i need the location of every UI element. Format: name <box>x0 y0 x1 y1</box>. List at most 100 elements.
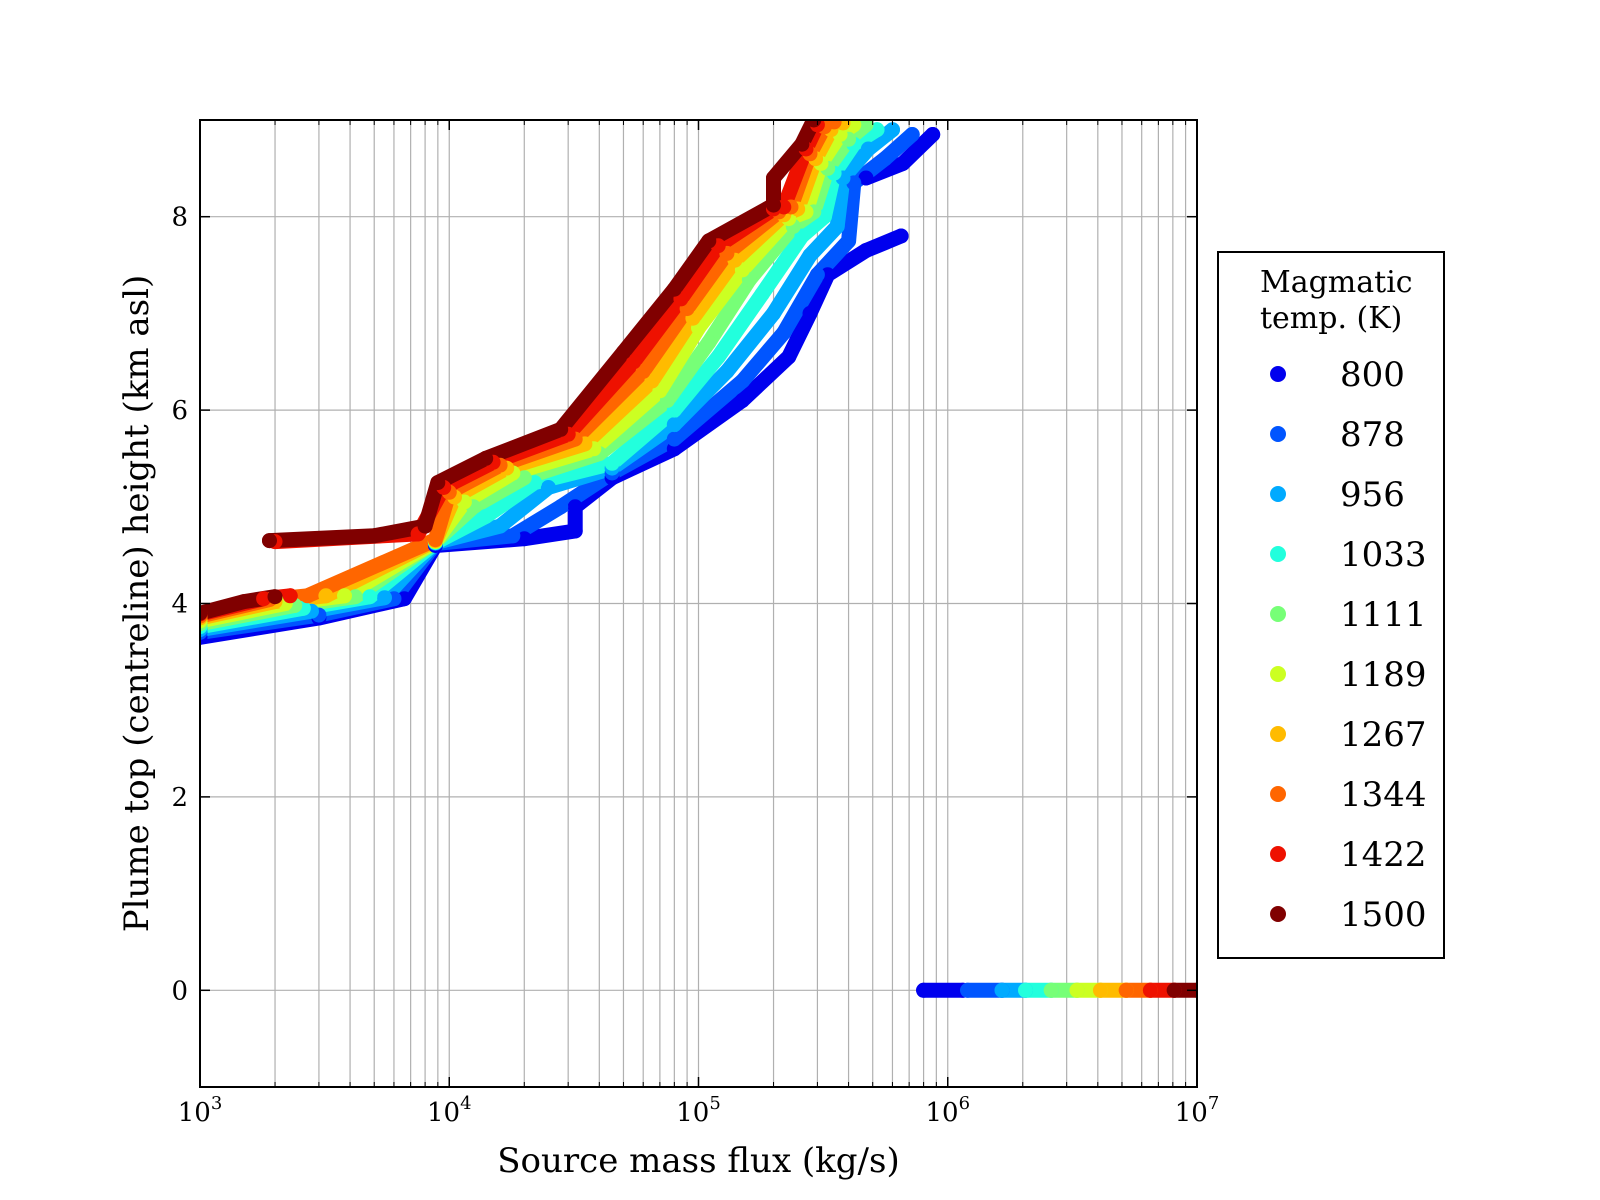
data-point-878 <box>809 267 825 283</box>
data-point-1500 <box>553 421 569 437</box>
data-point-1033 <box>794 228 810 244</box>
data-point-1500 <box>236 594 252 610</box>
series-points <box>200 120 1197 998</box>
data-point-800 <box>858 243 874 258</box>
legend-label-1267: 1267 <box>1340 715 1427 755</box>
data-point-1500 <box>200 605 208 621</box>
legend-marker-1111 <box>1270 606 1286 622</box>
data-point-800 <box>820 267 836 283</box>
legend-marker-1344 <box>1270 786 1286 802</box>
legend-marker-800 <box>1270 366 1286 382</box>
data-point-800 <box>895 156 911 171</box>
data-point-1111 <box>347 589 363 605</box>
data-point-956 <box>540 480 556 495</box>
x-axis-title: Source mass flux (kg/s) <box>497 1141 899 1181</box>
legend-marker-1422 <box>1270 846 1286 862</box>
legend-label-956: 956 <box>1340 475 1405 515</box>
data-point-1033 <box>1018 982 1033 998</box>
data-point-1500 <box>430 475 446 491</box>
data-point-1267 <box>644 373 660 389</box>
data-point-878 <box>666 431 682 447</box>
data-point-878 <box>841 233 857 249</box>
data-point-956 <box>666 417 682 433</box>
data-point-956 <box>829 218 845 234</box>
data-point-1500 <box>262 533 277 549</box>
legend-frame <box>1217 251 1445 959</box>
data-point-1500 <box>366 528 382 544</box>
x-tick-label: 107 <box>1175 1093 1220 1128</box>
data-point-1111 <box>1043 982 1059 998</box>
legend-label-878: 878 <box>1340 415 1405 455</box>
data-point-1500 <box>766 197 781 213</box>
legend-label-1111: 1111 <box>1340 595 1427 635</box>
data-point-800 <box>893 228 909 244</box>
data-point-878 <box>960 982 975 998</box>
x-tick-label: 105 <box>676 1093 721 1128</box>
legend-marker-1189 <box>1270 666 1286 682</box>
data-point-1500 <box>478 450 494 466</box>
data-point-800 <box>516 531 532 547</box>
data-point-878 <box>904 127 920 142</box>
data-point-956 <box>719 363 735 379</box>
data-point-800 <box>802 305 818 321</box>
data-point-878 <box>734 373 750 389</box>
legend-marker-878 <box>1270 426 1286 442</box>
y-tick-label: 6 <box>171 396 188 426</box>
data-point-956 <box>766 305 781 321</box>
legend-label-1033: 1033 <box>1340 535 1427 575</box>
data-point-1344 <box>826 120 842 130</box>
data-point-956 <box>885 122 900 138</box>
data-point-956 <box>492 518 508 534</box>
data-point-956 <box>860 141 876 157</box>
data-point-1033 <box>362 589 378 605</box>
data-point-1422 <box>282 588 298 604</box>
data-point-800 <box>781 349 797 365</box>
legend-label-1422: 1422 <box>1340 835 1427 875</box>
legend-label-1344: 1344 <box>1340 775 1427 815</box>
data-point-1500 <box>417 518 433 534</box>
data-point-1500 <box>766 170 781 186</box>
data-point-1033 <box>754 286 770 302</box>
legend-marker-1500 <box>1270 906 1286 922</box>
legend-title: Magmatic <box>1260 265 1413 300</box>
legend-label-800: 800 <box>1340 355 1405 395</box>
data-point-800 <box>916 982 932 998</box>
data-point-1500 <box>267 589 283 605</box>
y-tick-label: 4 <box>171 590 188 620</box>
data-point-1344 <box>427 532 443 548</box>
legend-label-1189: 1189 <box>1340 655 1427 695</box>
legend-marker-1033 <box>1270 546 1286 562</box>
data-point-1033 <box>478 509 494 524</box>
data-point-1500 <box>701 233 717 249</box>
y-tick-label: 2 <box>171 783 188 813</box>
data-point-1189 <box>1069 982 1085 998</box>
data-point-878 <box>776 325 792 341</box>
data-point-1189 <box>337 588 352 604</box>
x-tick-label: 106 <box>925 1093 970 1128</box>
data-point-956 <box>994 982 1010 998</box>
data-point-800 <box>734 392 750 408</box>
data-point-1111 <box>516 470 532 486</box>
data-point-1111 <box>701 334 717 350</box>
legend-marker-956 <box>1270 486 1286 502</box>
data-point-1111 <box>858 120 874 133</box>
x-tick-label: 104 <box>427 1093 472 1128</box>
data-point-1500 <box>616 344 631 360</box>
data-point-1500 <box>666 281 682 297</box>
data-point-1500 <box>794 136 810 152</box>
data-point-1267 <box>318 588 334 604</box>
data-point-1344 <box>1118 982 1134 998</box>
legend-title: temp. (K) <box>1260 301 1402 336</box>
data-point-1033 <box>604 455 620 471</box>
data-point-878 <box>505 528 521 544</box>
data-point-1422 <box>626 354 642 370</box>
data-point-1267 <box>1093 982 1108 998</box>
legend-label-1500: 1500 <box>1340 895 1427 935</box>
legend-marker-1267 <box>1270 726 1286 742</box>
data-point-800 <box>567 523 583 539</box>
y-axis-title: Plume top (centreline) height (km asl) <box>117 275 157 933</box>
x-tick-label: 103 <box>178 1093 223 1128</box>
data-point-1344 <box>300 588 315 604</box>
